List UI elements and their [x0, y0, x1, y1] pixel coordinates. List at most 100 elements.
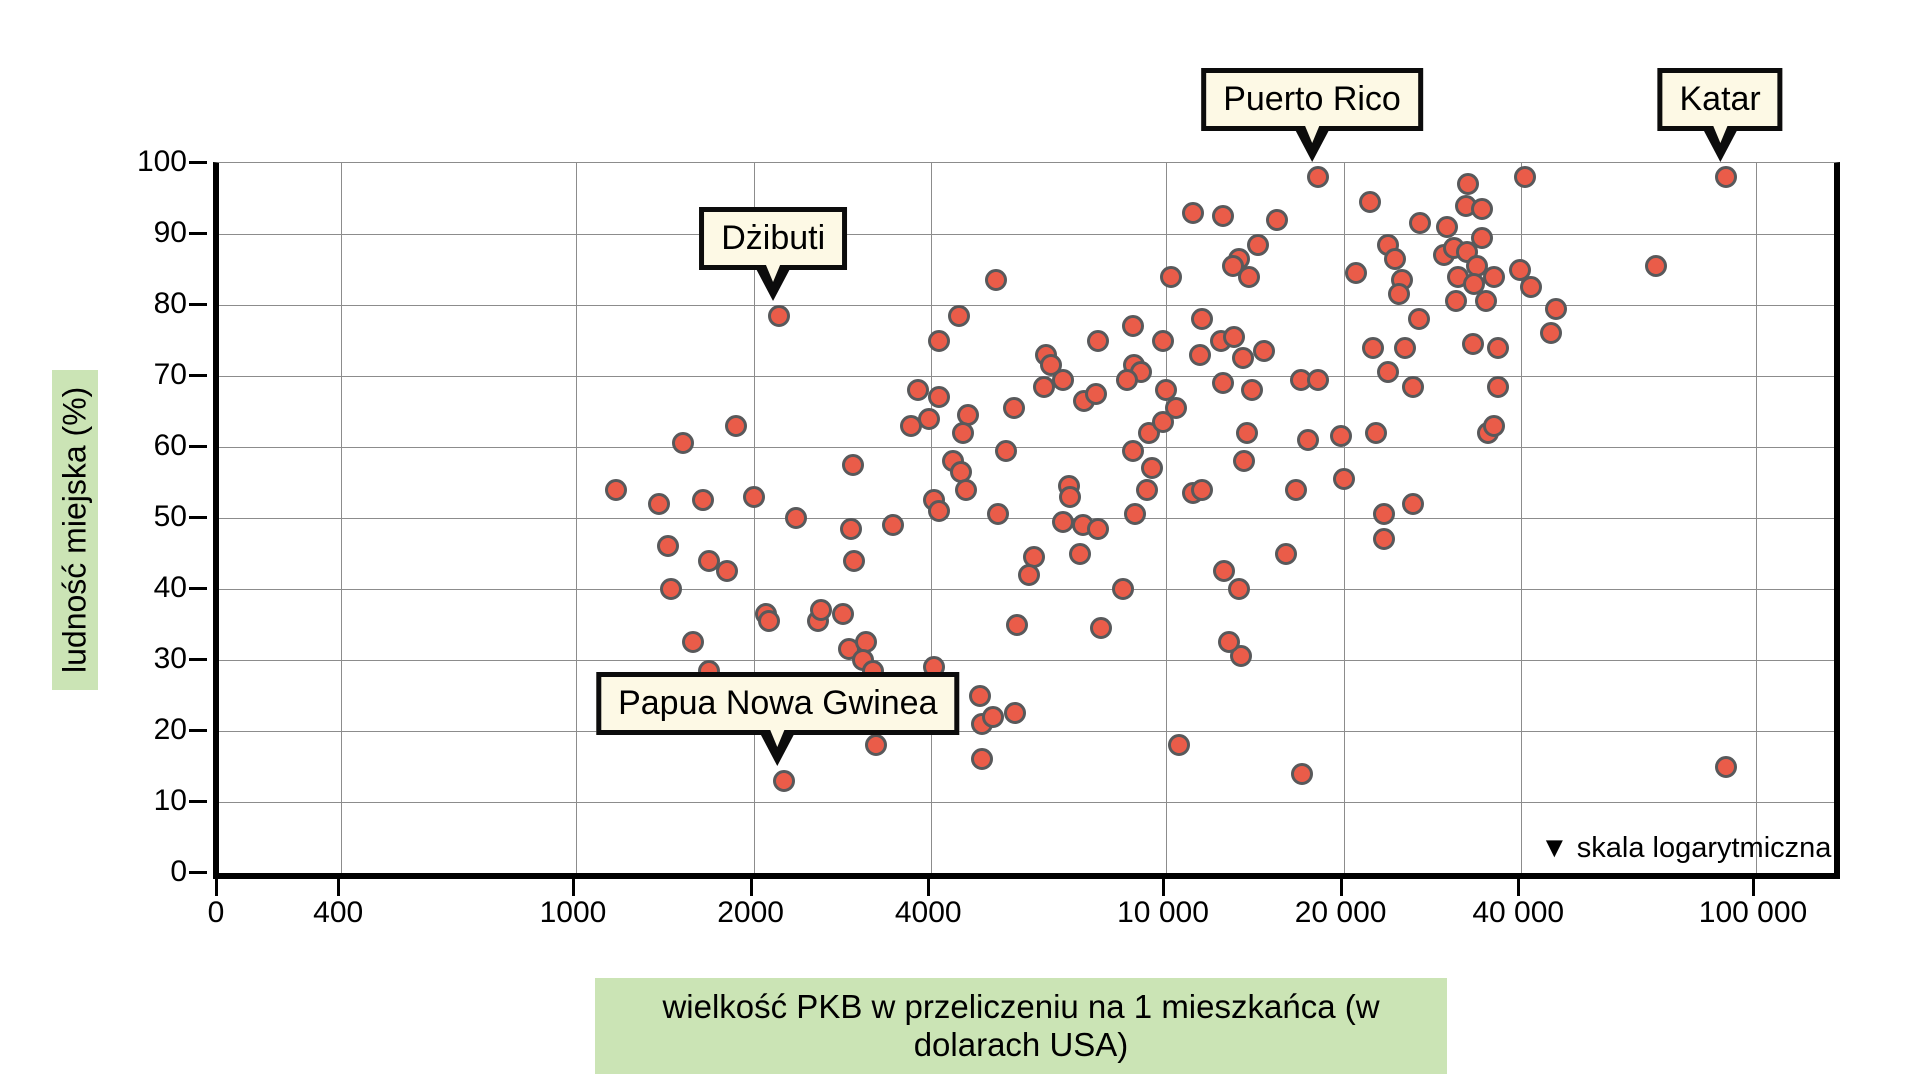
data-point	[809, 599, 832, 622]
data-point	[1539, 322, 1562, 345]
data-point	[1090, 617, 1113, 640]
data-point	[656, 535, 679, 558]
y-tick-label: 10	[153, 784, 187, 817]
y-gridline	[219, 660, 1834, 661]
data-point	[1004, 702, 1027, 725]
data-point	[1018, 563, 1041, 586]
data-point	[1372, 528, 1395, 551]
data-point	[1190, 478, 1213, 501]
data-point	[1052, 510, 1075, 533]
x-tick-mark	[749, 878, 753, 896]
y-tick-mark	[189, 303, 207, 306]
data-point	[1407, 308, 1430, 331]
data-point	[1190, 308, 1213, 331]
callout-pointer-fill	[1710, 119, 1731, 144]
x-tick-mark	[215, 878, 218, 896]
data-point	[1085, 382, 1108, 405]
y-gridline	[219, 447, 1834, 448]
data-point	[660, 578, 683, 600]
y-tick-label: 70	[153, 358, 187, 391]
data-point	[1212, 372, 1235, 395]
y-tick-label: 60	[153, 429, 187, 462]
y-tick-mark	[189, 587, 207, 590]
data-point	[1401, 375, 1424, 398]
data-point	[1520, 276, 1543, 299]
data-point	[1246, 233, 1269, 256]
data-point	[1188, 343, 1211, 366]
data-point	[1470, 226, 1493, 249]
y-axis-title: ludność miejska (%)	[52, 370, 98, 690]
data-point	[1387, 283, 1410, 306]
data-point	[842, 453, 865, 476]
data-point	[1307, 368, 1330, 391]
log-scale-note: ▼ skala logarytmiczna	[1540, 832, 1832, 864]
data-point	[1457, 173, 1479, 196]
callout-pointer-fill	[1302, 119, 1323, 144]
data-point	[1252, 340, 1275, 363]
x-tick-mark	[1517, 878, 1521, 896]
y-tick-mark	[189, 871, 207, 874]
data-point	[1135, 478, 1158, 501]
data-point	[843, 549, 866, 572]
data-point	[768, 304, 791, 327]
y-gridline	[219, 518, 1834, 519]
y-tick-label: 80	[153, 287, 187, 320]
data-point	[725, 414, 748, 437]
data-point	[1116, 368, 1139, 391]
data-point	[1152, 329, 1175, 352]
data-point	[1140, 457, 1163, 480]
data-point	[1155, 379, 1177, 402]
data-point	[1514, 166, 1537, 189]
data-point	[1408, 212, 1431, 235]
data-point	[1284, 478, 1307, 501]
data-point	[832, 602, 855, 625]
y-gridline	[219, 589, 1834, 590]
y-tick-label: 90	[153, 216, 187, 249]
y-tick-mark	[189, 374, 207, 377]
data-point	[1508, 258, 1531, 281]
data-point	[1122, 439, 1145, 462]
data-point	[1122, 315, 1145, 338]
data-point	[1160, 265, 1183, 288]
x-tick-mark	[1339, 878, 1343, 896]
data-point	[1228, 578, 1251, 600]
data-point	[785, 507, 808, 529]
x-tick-mark	[1162, 878, 1165, 896]
data-point	[1165, 396, 1188, 419]
data-point	[1237, 265, 1260, 288]
data-point	[1383, 247, 1406, 270]
data-point	[772, 769, 795, 792]
data-point	[1372, 503, 1395, 526]
y-tick-label: 0	[170, 855, 187, 888]
data-point	[1332, 467, 1355, 490]
data-point	[605, 478, 628, 501]
data-point	[1212, 205, 1235, 228]
x-tick-label: 100 000	[1698, 896, 1808, 929]
data-point	[981, 705, 1004, 728]
data-point	[1213, 560, 1236, 583]
data-point	[1003, 396, 1026, 419]
data-point	[955, 478, 978, 501]
data-point	[984, 269, 1007, 292]
x-tick-label: 1000	[539, 896, 607, 929]
x-tick-mark	[927, 878, 931, 896]
y-gridline	[219, 731, 1834, 732]
data-point	[1377, 361, 1400, 384]
data-point	[691, 489, 714, 512]
data-point	[1359, 191, 1382, 214]
data-point	[918, 407, 941, 430]
data-point	[970, 748, 993, 771]
data-point	[1006, 613, 1029, 636]
data-point	[1393, 336, 1416, 359]
data-point	[1486, 375, 1509, 398]
data-point	[1087, 517, 1110, 540]
y-tick-mark	[189, 516, 207, 519]
data-point	[1218, 631, 1241, 654]
data-point	[1123, 503, 1146, 526]
data-point	[757, 609, 780, 632]
callout-dżibuti: Dżibuti	[699, 206, 848, 301]
y-tick-mark	[189, 161, 207, 164]
x-tick-label: 20 000	[1294, 896, 1387, 929]
data-point	[1435, 215, 1458, 238]
data-point	[987, 503, 1010, 526]
